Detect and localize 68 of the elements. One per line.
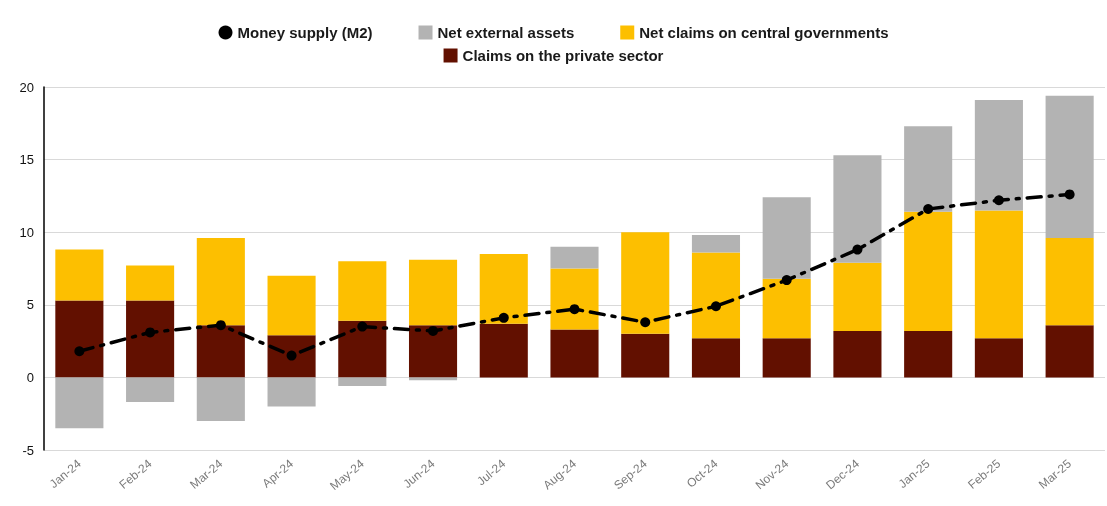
- bar: [550, 268, 599, 330]
- legend-label: Net external assets: [437, 24, 575, 41]
- bar: [55, 377, 104, 429]
- bar: [833, 155, 882, 263]
- bar: [408, 325, 458, 378]
- point: [993, 195, 1004, 206]
- point: [640, 317, 651, 328]
- bar: [479, 253, 528, 324]
- bar: [904, 211, 953, 331]
- bar: [762, 278, 811, 339]
- y-tick-label: 0: [26, 369, 34, 385]
- bar: [691, 338, 741, 378]
- point: [145, 327, 156, 338]
- bar: [267, 377, 316, 407]
- point: [710, 301, 721, 312]
- legend-label: Money supply (M2): [237, 24, 373, 41]
- bar: [1045, 325, 1094, 378]
- bar: [762, 338, 811, 378]
- point: [852, 244, 863, 255]
- bar: [408, 259, 458, 326]
- bar: [126, 377, 175, 403]
- point: [428, 325, 439, 336]
- bar: [904, 126, 953, 212]
- bar: [833, 262, 882, 331]
- bar: [691, 252, 741, 339]
- bar: [55, 300, 104, 378]
- y-tick-label: -5: [22, 442, 34, 458]
- bar: [1045, 95, 1094, 239]
- bar: [267, 275, 316, 336]
- bar: [126, 300, 175, 378]
- bar: [55, 249, 104, 301]
- y-tick-label: 20: [19, 79, 34, 95]
- bar: [408, 377, 458, 381]
- bar: [267, 335, 316, 378]
- point: [215, 320, 226, 331]
- y-tick-label: 15: [19, 152, 34, 168]
- bar: [338, 320, 387, 378]
- point: [1064, 189, 1075, 200]
- bar: [196, 377, 245, 421]
- bar: [762, 197, 811, 279]
- bar: [974, 338, 1023, 378]
- bar: [550, 246, 599, 269]
- point: [781, 275, 792, 286]
- bar: [621, 232, 670, 334]
- bar: [833, 330, 882, 378]
- bar: [338, 261, 387, 321]
- legend-label: Net claims on central governments: [639, 24, 889, 41]
- bar: [974, 100, 1023, 211]
- point: [923, 203, 934, 214]
- bar: [550, 329, 599, 378]
- point: [74, 346, 85, 357]
- bar: [621, 333, 670, 378]
- bar: [691, 235, 741, 253]
- bar: [338, 377, 387, 387]
- point: [357, 321, 368, 332]
- legend-label: Claims on the private sector: [462, 47, 664, 64]
- bar: [1045, 238, 1094, 326]
- point: [569, 304, 580, 315]
- bar: [904, 330, 953, 378]
- bar: [126, 265, 175, 301]
- point: [286, 350, 297, 361]
- bar: [196, 325, 245, 378]
- y-tick-label: 5: [26, 297, 34, 313]
- point: [498, 312, 509, 323]
- bar: [196, 238, 245, 326]
- bar: [479, 323, 528, 378]
- bar: [974, 210, 1023, 339]
- y-tick-label: 10: [19, 224, 34, 240]
